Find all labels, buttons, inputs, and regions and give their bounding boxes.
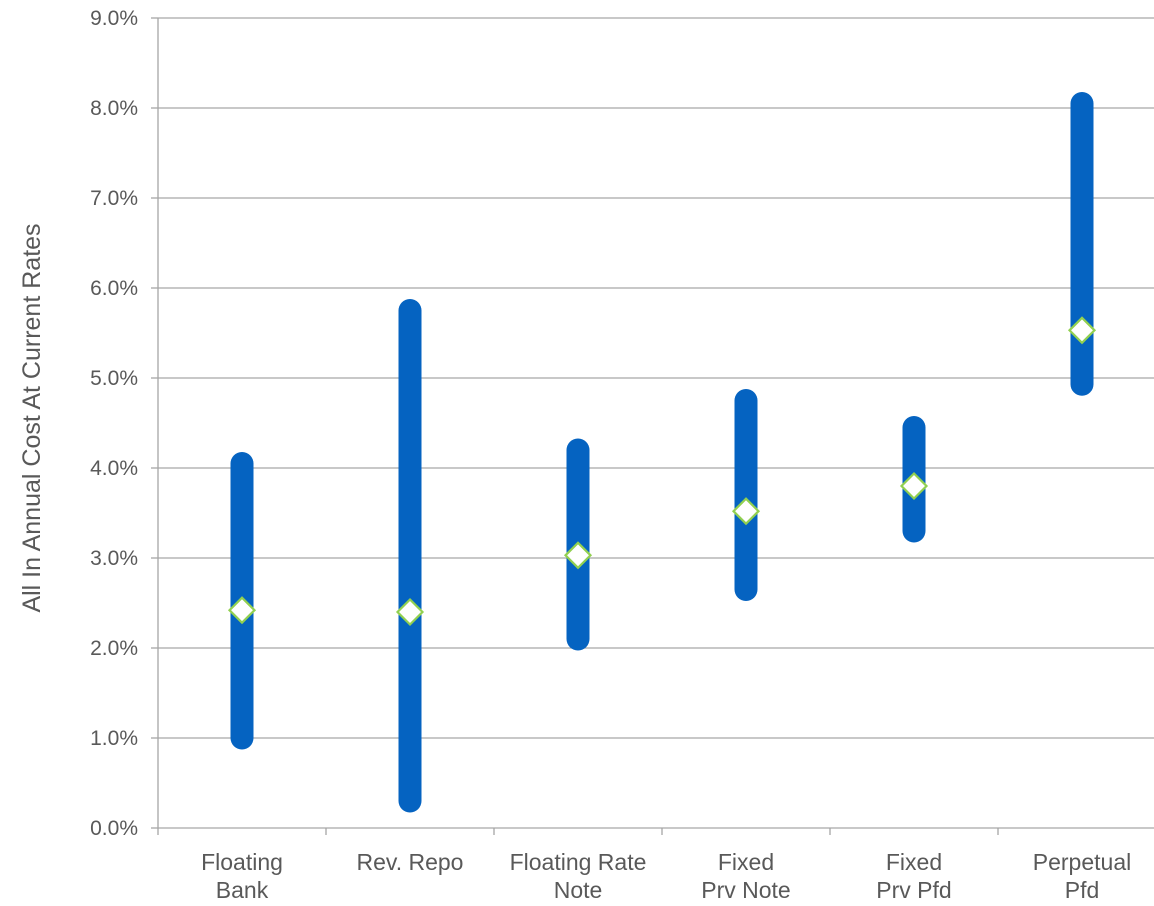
x-category-label: Fixed (718, 849, 774, 875)
x-category-label: Note (554, 877, 603, 903)
y-tick-label: 9.0% (90, 7, 138, 30)
y-axis-title: All In Annual Cost At Current Rates (18, 223, 46, 612)
y-tick-label: 4.0% (90, 457, 138, 480)
diamond-marker (899, 471, 929, 501)
gridlines (158, 17, 1154, 739)
x-category-label: Perpetual (1033, 849, 1131, 875)
diamond-marker (563, 541, 593, 570)
y-tick-label: 1.0% (90, 727, 138, 750)
y-tick-label: 0.0% (90, 817, 138, 840)
diamond-marker (1067, 316, 1097, 345)
x-category-label: Prv Pfd (876, 877, 951, 903)
y-tick-label: 2.0% (90, 637, 138, 660)
y-tick-label: 5.0% (90, 367, 138, 390)
x-category-label: Prv Note (701, 877, 790, 903)
diamond-marker (395, 597, 425, 627)
midpoint-markers (227, 316, 1097, 627)
y-tick-label: 3.0% (90, 547, 138, 570)
diamond-marker (227, 596, 257, 625)
x-category-label: Rev. Repo (357, 849, 464, 875)
x-category-label: Floating Rate (510, 849, 647, 875)
x-category-label: Pfd (1065, 877, 1100, 903)
x-category-label: Bank (216, 877, 269, 903)
y-tick-label: 7.0% (90, 187, 138, 210)
y-tick-label: 8.0% (90, 97, 138, 120)
axes (151, 17, 1154, 835)
axis-labels: 0.0% 1.0% 2.0% 3.0% 4.0% 5.0% 6.0% 7.0% 8.0% 9.0%… (90, 7, 1131, 903)
y-tick-label: 6.0% (90, 277, 138, 300)
diamond-marker (731, 497, 761, 526)
x-category-label: Fixed (886, 849, 942, 875)
x-category-label: Floating (201, 849, 283, 875)
range-bars (230, 92, 1094, 813)
